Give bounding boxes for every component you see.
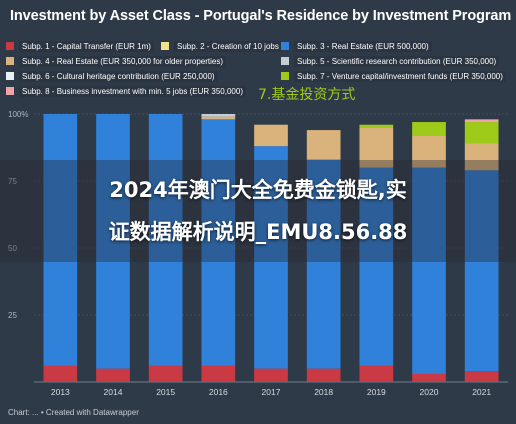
bar-2019-subp1 <box>359 365 394 382</box>
legend-swatch-subp6 <box>6 72 14 80</box>
legend-item-subp6: Subp. 6 - Cultural heritage contribution… <box>6 70 281 82</box>
y-tick-label-3: 25 <box>8 311 17 320</box>
legend-swatch-subp1 <box>6 42 14 50</box>
bar-2019-subp4 <box>359 127 394 168</box>
legend-label-subp7: Subp. 7 - Venture capital/investment fun… <box>294 70 506 82</box>
x-tick-label-2018: 2018 <box>314 387 333 397</box>
x-tick-label-2021: 2021 <box>472 387 491 397</box>
y-tick-label-0: 100% <box>8 110 28 119</box>
legend-item-subp1: Subp. 1 - Capital Transfer (EUR 1m) <box>6 40 161 52</box>
bar-2017-subp1 <box>254 368 288 382</box>
legend-label-subp4: Subp. 4 - Real Estate (EUR 350,000 for o… <box>19 55 226 67</box>
chart-title: Investment by Asset Class - Portugal's R… <box>10 8 512 24</box>
bar-2021-subp1 <box>464 371 499 382</box>
bar-2021-subp3 <box>464 170 499 372</box>
investment-form-note: 7.基金投资方式 <box>258 87 356 103</box>
legend-swatch-subp5 <box>281 57 289 65</box>
bar-2015-subp1 <box>148 365 183 382</box>
bar-2016-subp3 <box>201 119 236 366</box>
x-tick-label-2019: 2019 <box>367 387 386 397</box>
legend-swatch-subp8 <box>6 87 14 95</box>
legend-item-subp4: Subp. 4 - Real Estate (EUR 350,000 for o… <box>6 55 281 67</box>
bar-2015-subp3 <box>148 114 183 366</box>
watermark-line-2: 证数据解析说明_EMU8.56.88 <box>108 220 408 244</box>
watermark-line-1: 2024年澳门大全免费金锁匙,实 <box>109 178 407 202</box>
legend-swatch-subp3 <box>281 42 289 50</box>
legend-label-subp8: Subp. 8 - Business investment with min. … <box>19 85 246 97</box>
bar-2016-subp5 <box>201 114 236 117</box>
stacked-bar-chart: 100% 75 50 25 2013 2014 2015 2016 2017 2018 2019 20… <box>8 110 508 397</box>
legend-label-subp5: Subp. 5 - Scientific research contributi… <box>294 55 500 67</box>
bar-2018-subp3 <box>306 159 341 369</box>
bar-2019-subp7 <box>359 124 394 128</box>
chart-legend: Subp. 1 - Capital Transfer (EUR 1m) Subp… <box>6 40 511 97</box>
legend-swatch-subp7 <box>281 72 289 80</box>
x-tick-label-2013: 2013 <box>51 387 70 397</box>
chart-credit: Chart: ... • Created with Datawrapper <box>8 408 139 417</box>
legend-swatch-subp2 <box>161 42 169 50</box>
y-tick-label-2: 50 <box>8 244 17 253</box>
y-tick-label-1: 75 <box>8 177 17 186</box>
legend-label-subp3: Subp. 3 - Real Estate (EUR 500,000) <box>294 40 432 52</box>
bar-2018-subp4 <box>306 130 341 160</box>
legend-item-subp5: Subp. 5 - Scientific research contributi… <box>281 55 511 67</box>
x-tick-label-2014: 2014 <box>104 387 123 397</box>
legend-label-subp1: Subp. 1 - Capital Transfer (EUR 1m) <box>19 40 154 52</box>
bar-2020-subp1 <box>412 373 446 382</box>
legend-label-subp6: Subp. 6 - Cultural heritage contribution… <box>19 70 218 82</box>
legend-label-subp2: Subp. 2 - Creation of 10 jobs <box>174 40 282 52</box>
bar-2019-subp3 <box>359 167 394 366</box>
watermark-banner: 2024年澳门大全免费金锁匙,实 证数据解析说明_EMU8.56.88 <box>0 160 516 262</box>
legend-item-subp2: Subp. 2 - Creation of 10 jobs <box>161 40 282 52</box>
bar-2020-subp4 <box>412 135 446 168</box>
bar-2013-subp1 <box>43 365 78 382</box>
bar-2017-subp4 <box>254 124 288 147</box>
legend-swatch-subp4 <box>6 57 14 65</box>
bar-2021-subp4 <box>464 143 499 171</box>
bar-2017-subp3 <box>254 146 288 369</box>
bar-2016-subp1 <box>201 365 236 382</box>
x-tick-label-2015: 2015 <box>156 387 175 397</box>
bar-2018-subp1 <box>306 368 341 382</box>
x-tick-label-2016: 2016 <box>209 387 228 397</box>
bar-2020-subp7 <box>412 122 446 136</box>
legend-item-subp7: Subp. 7 - Venture capital/investment fun… <box>281 70 511 82</box>
bar-2021-subp8 <box>464 119 499 123</box>
x-tick-label-2020: 2020 <box>420 387 439 397</box>
x-tick-label-2017: 2017 <box>262 387 281 397</box>
bar-2020-subp3 <box>412 167 446 374</box>
legend-item-subp8: Subp. 8 - Business investment with min. … <box>6 85 511 97</box>
bar-2021-subp7 <box>464 122 499 144</box>
bar-2014-subp3 <box>96 114 130 369</box>
bar-2013-subp3 <box>43 114 78 366</box>
bar-2016-subp4 <box>201 116 236 120</box>
bar-2014-subp1 <box>96 368 130 382</box>
legend-item-subp3: Subp. 3 - Real Estate (EUR 500,000) <box>281 40 511 52</box>
